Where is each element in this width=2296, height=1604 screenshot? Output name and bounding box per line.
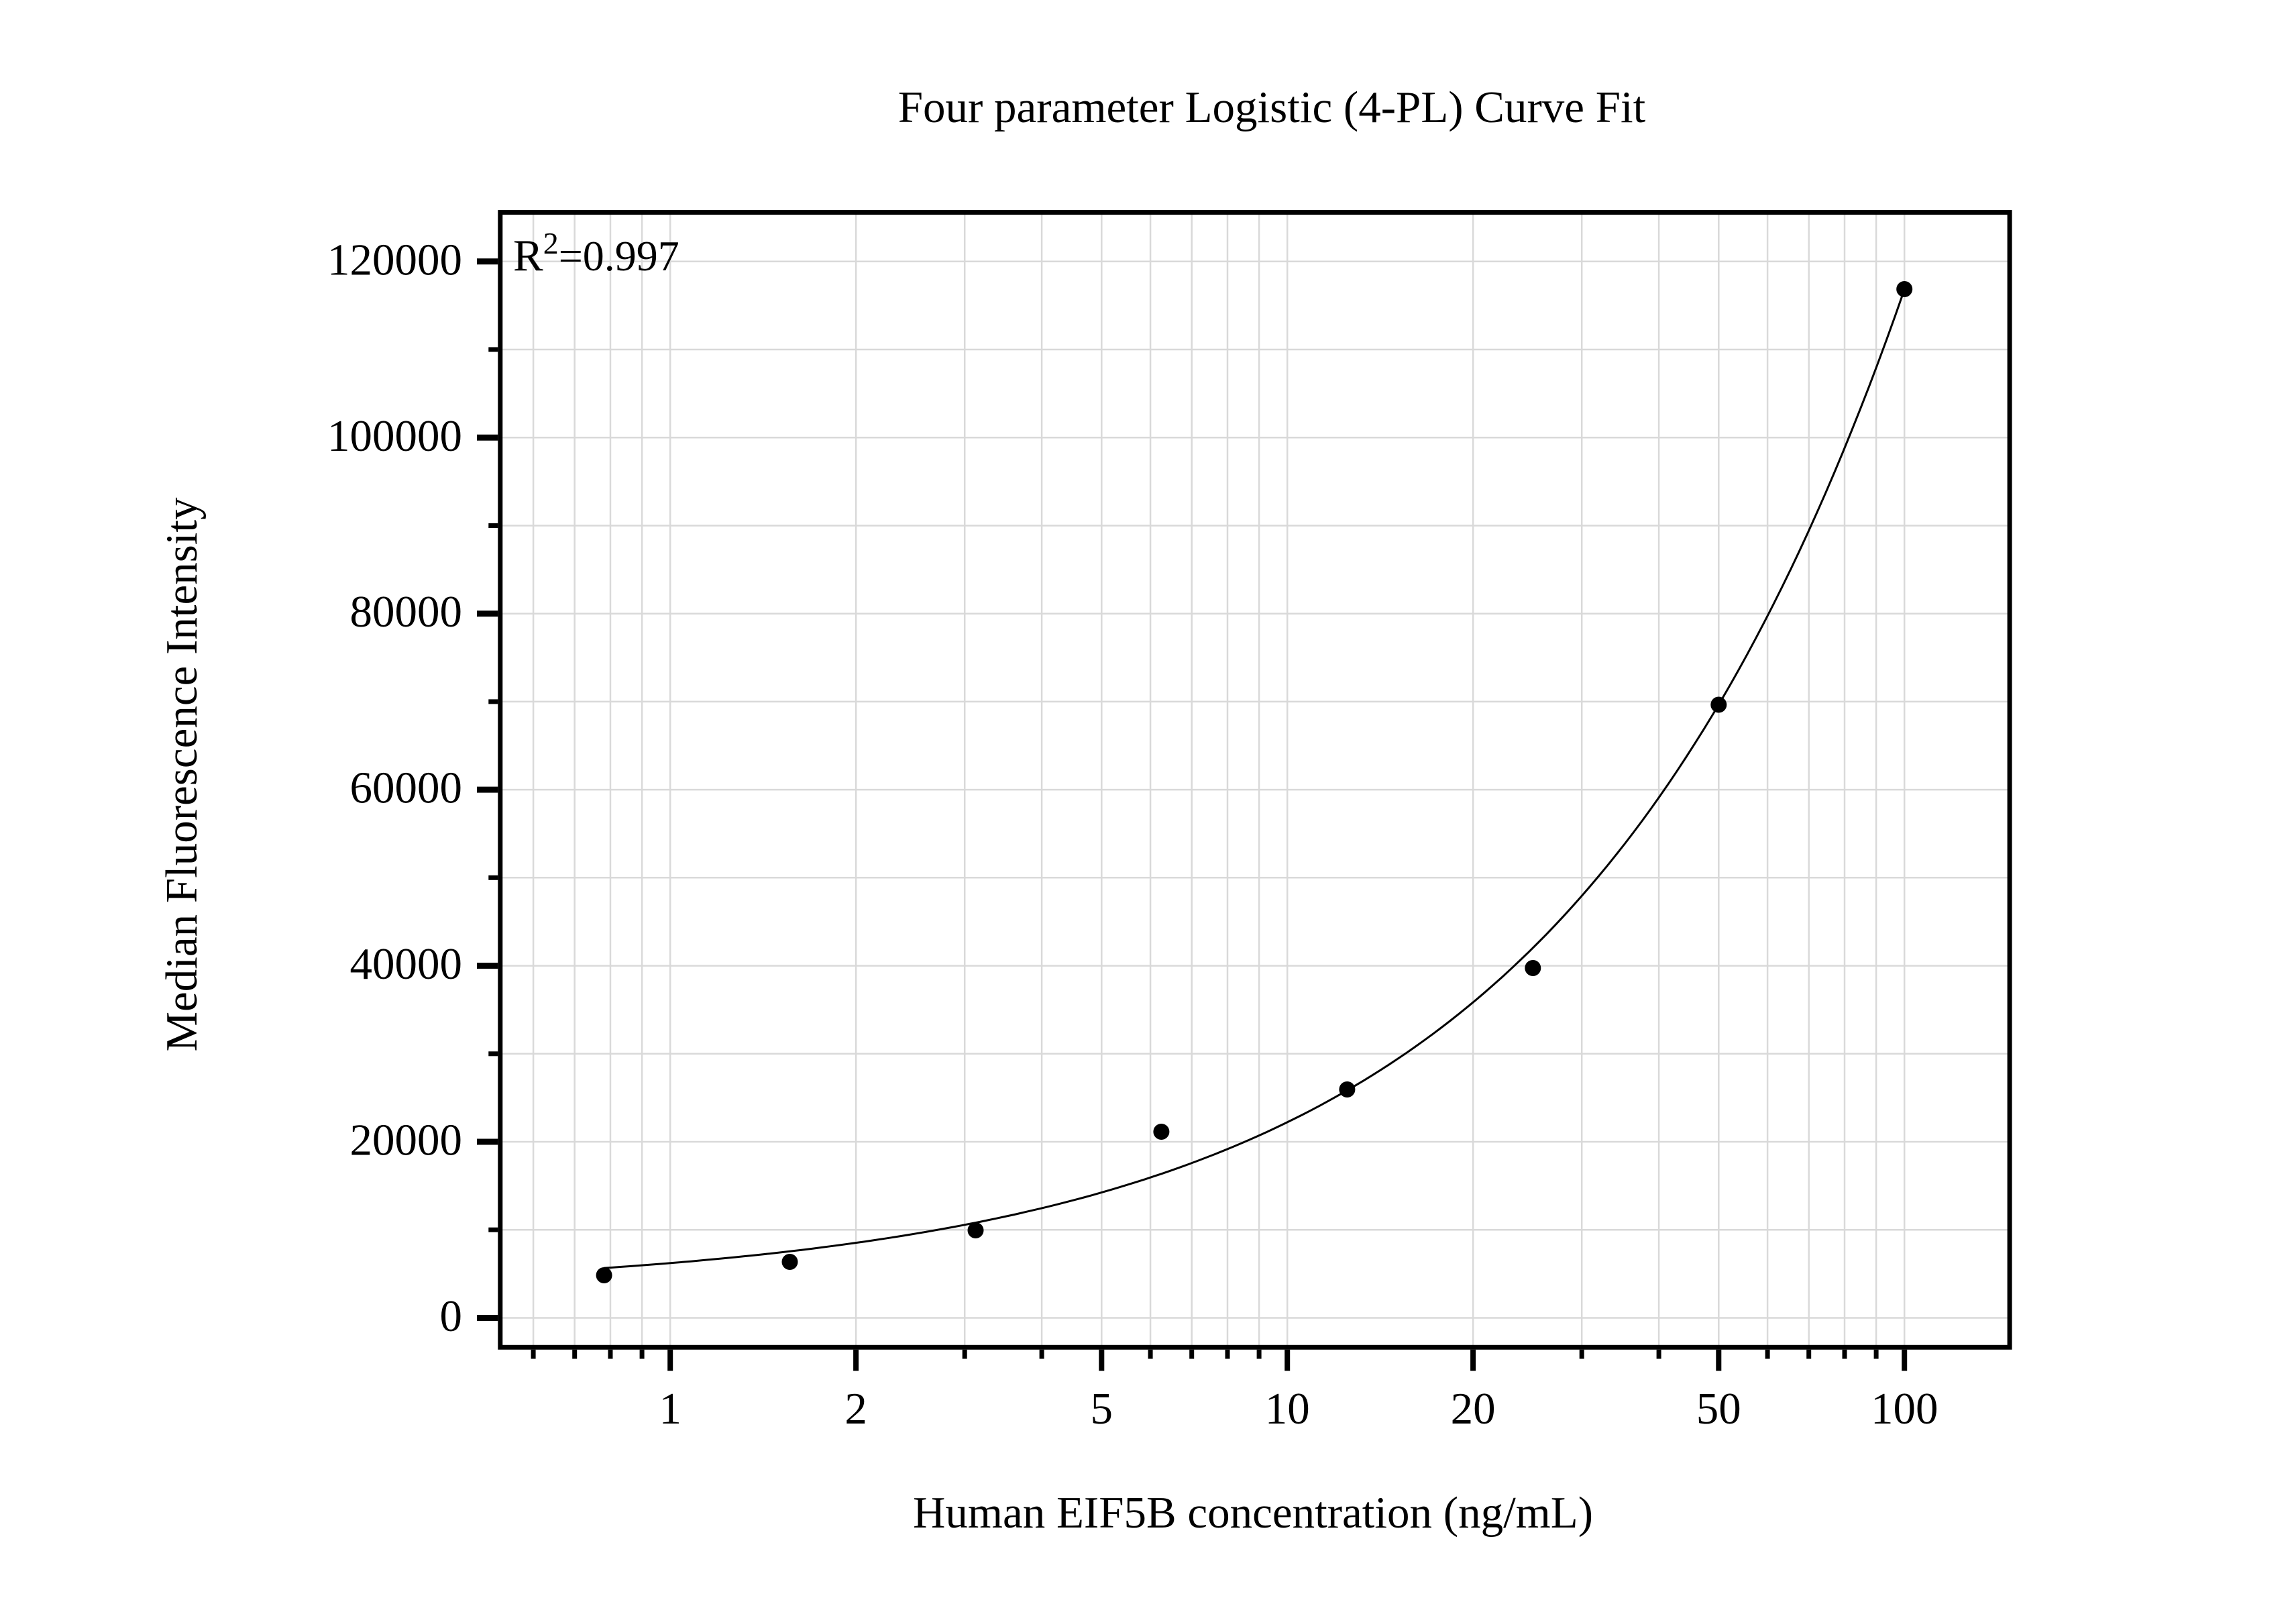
svg-text:50: 50 [1696, 1384, 1741, 1434]
svg-text:10: 10 [1265, 1384, 1310, 1434]
svg-text:20: 20 [1451, 1384, 1496, 1434]
svg-text:1: 1 [659, 1384, 681, 1434]
svg-text:80000: 80000 [350, 587, 463, 637]
svg-text:5: 5 [1091, 1384, 1113, 1434]
svg-text:100: 100 [1871, 1384, 1938, 1434]
svg-text:0: 0 [440, 1291, 463, 1341]
svg-text:20000: 20000 [350, 1116, 463, 1165]
svg-text:Human EIF5B concentration (ng/: Human EIF5B concentration (ng/mL) [913, 1488, 1593, 1538]
svg-text:40000: 40000 [350, 939, 463, 989]
svg-text:2: 2 [844, 1384, 867, 1434]
svg-text:60000: 60000 [350, 763, 463, 813]
svg-text:R2=0.997: R2=0.997 [513, 226, 679, 280]
svg-text:Median Fluorescence Intensity: Median Fluorescence Intensity [157, 497, 207, 1052]
svg-text:Four parameter Logistic (4-PL): Four parameter Logistic (4-PL) Curve Fit [898, 83, 1646, 132]
svg-text:120000: 120000 [327, 235, 462, 284]
svg-text:100000: 100000 [327, 411, 462, 461]
